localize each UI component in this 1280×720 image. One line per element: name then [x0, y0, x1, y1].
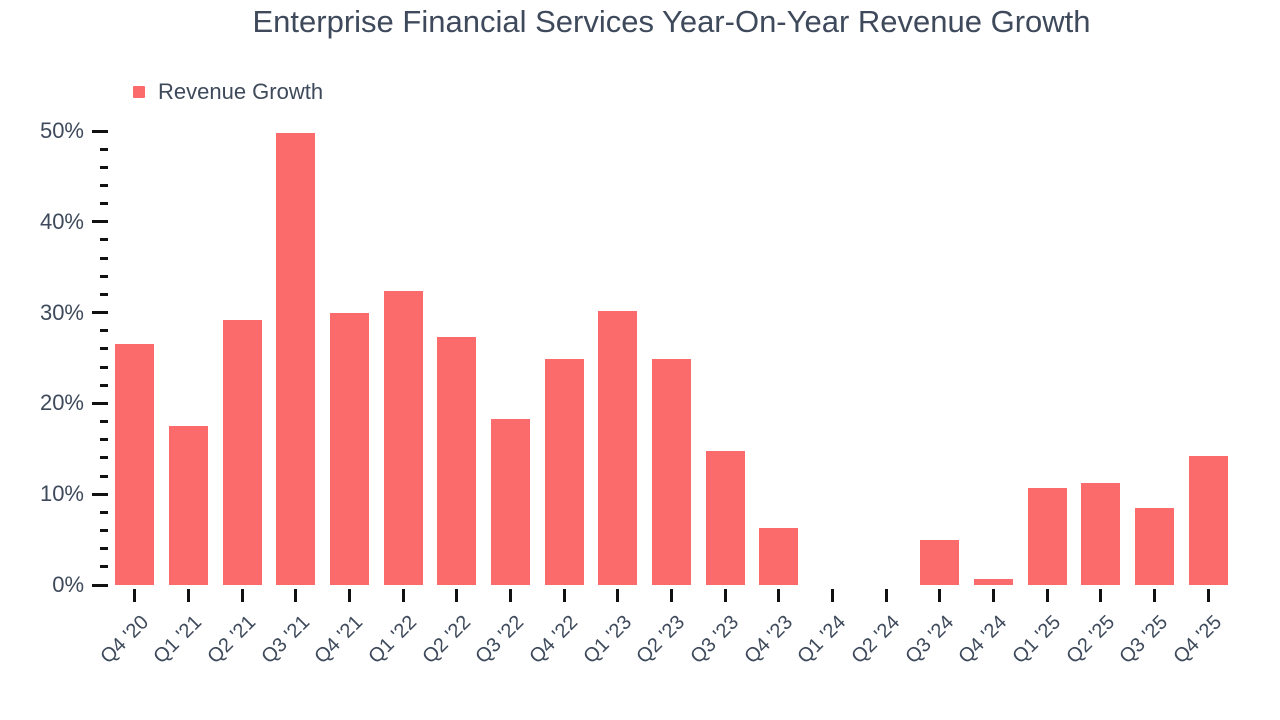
legend-item-revenue-growth[interactable]: Revenue Growth [133, 81, 323, 103]
x-axis-label: Q1 '23 [578, 611, 636, 669]
x-axis-tick [401, 589, 405, 602]
x-axis-tick [884, 589, 888, 602]
x-axis-label: Q3 '25 [1115, 611, 1173, 669]
y-axis-label: 20% [39, 390, 84, 416]
bar [1081, 483, 1121, 585]
y-axis-minor-tick [100, 438, 108, 442]
x-axis-label: Q4 '21 [310, 611, 368, 669]
bar [705, 450, 745, 585]
y-axis-minor-tick [100, 383, 108, 387]
y-axis-minor-tick [100, 147, 108, 151]
legend-swatch-icon [133, 86, 145, 98]
y-axis-major-tick [92, 401, 108, 405]
x-axis-label: Q1 '22 [364, 611, 422, 669]
x-axis-tick [831, 589, 834, 602]
y-axis-major-tick [92, 311, 108, 315]
bar [1188, 456, 1228, 585]
x-axis-label: Q3 '23 [686, 611, 744, 669]
x-axis-label: Q3 '22 [471, 611, 529, 669]
bar [437, 337, 477, 585]
y-axis-minor-tick [100, 365, 108, 369]
x-axis-tick [938, 589, 942, 602]
bar [491, 418, 530, 585]
bar [115, 344, 155, 585]
x-axis-tick [1045, 589, 1049, 602]
x-axis-label: Q2 '22 [417, 611, 475, 669]
bar [222, 319, 262, 585]
x-axis-tick [133, 589, 137, 602]
bar [652, 358, 691, 585]
y-axis-label: 10% [39, 481, 84, 507]
x-axis-label: Q2 '24 [847, 611, 905, 669]
x-axis-tick [562, 589, 566, 602]
bar [330, 312, 369, 585]
y-axis-major-tick [92, 492, 108, 496]
bar [974, 578, 1013, 585]
x-axis-tick [723, 589, 727, 602]
x-axis-label: Q1 '25 [1008, 611, 1066, 669]
bar [920, 539, 960, 585]
x-axis-tick [1153, 589, 1156, 602]
bar [383, 290, 423, 585]
x-axis-tick [777, 589, 781, 602]
y-axis-minor-tick [100, 183, 108, 187]
bar [598, 310, 638, 585]
x-axis-tick [1099, 589, 1103, 602]
x-axis-label: Q1 '21 [149, 611, 207, 669]
bar [544, 358, 584, 585]
y-axis-minor-tick [100, 165, 108, 169]
x-axis-label: Q3 '21 [256, 611, 314, 669]
y-axis-minor-tick [100, 202, 108, 206]
x-axis-label: Q4 '23 [739, 611, 797, 669]
x-axis-label: Q2 '25 [1061, 611, 1119, 669]
y-axis-label: 30% [39, 299, 84, 325]
x-axis-label: Q4 '24 [954, 611, 1012, 669]
y-axis-minor-tick [100, 238, 108, 242]
x-axis-tick [616, 589, 620, 602]
y-axis-minor-tick [100, 274, 108, 278]
x-axis-label: Q1 '24 [793, 611, 851, 669]
x-axis-label: Q4 '22 [525, 611, 583, 669]
y-axis-major-tick [92, 129, 108, 133]
x-axis-label: Q2 '21 [203, 611, 261, 669]
x-axis-label: Q4 '25 [1169, 611, 1227, 669]
x-axis-tick [1206, 589, 1210, 602]
x-axis-tick [240, 589, 244, 602]
x-axis-tick [509, 589, 512, 602]
y-axis-minor-tick [100, 510, 108, 514]
y-axis-minor-tick [100, 529, 108, 533]
y-axis-minor-tick [100, 256, 108, 260]
y-axis-minor-tick [100, 292, 108, 296]
bar [276, 132, 316, 585]
y-axis-minor-tick [100, 456, 108, 460]
bar [169, 426, 208, 585]
x-axis-tick [294, 589, 298, 602]
x-axis-tick [670, 589, 673, 602]
y-axis-label: 0% [52, 572, 84, 597]
x-axis-tick [348, 589, 351, 602]
y-axis-major-tick [92, 583, 108, 587]
x-axis-label: Q4 '20 [95, 611, 153, 669]
chart-title: Enterprise Financial Services Year-On-Ye… [252, 4, 1091, 39]
y-axis-minor-tick [100, 347, 108, 351]
x-axis-tick [455, 589, 459, 602]
x-axis-label: Q3 '24 [900, 611, 958, 669]
y-axis-minor-tick [100, 565, 108, 569]
bar [1135, 507, 1174, 585]
y-axis-minor-tick [100, 420, 108, 424]
x-axis-tick [187, 589, 190, 602]
legend-label: Revenue Growth [158, 79, 324, 104]
bar [759, 527, 799, 585]
y-axis-minor-tick [100, 474, 108, 478]
y-axis-minor-tick [100, 547, 108, 551]
y-axis-label: 40% [39, 208, 84, 234]
y-axis-label: 50% [39, 118, 84, 143]
bar [1027, 487, 1067, 585]
x-axis-label: Q2 '23 [632, 611, 690, 669]
y-axis-major-tick [92, 220, 108, 224]
y-axis-minor-tick [100, 329, 108, 333]
x-axis-tick [992, 589, 995, 602]
